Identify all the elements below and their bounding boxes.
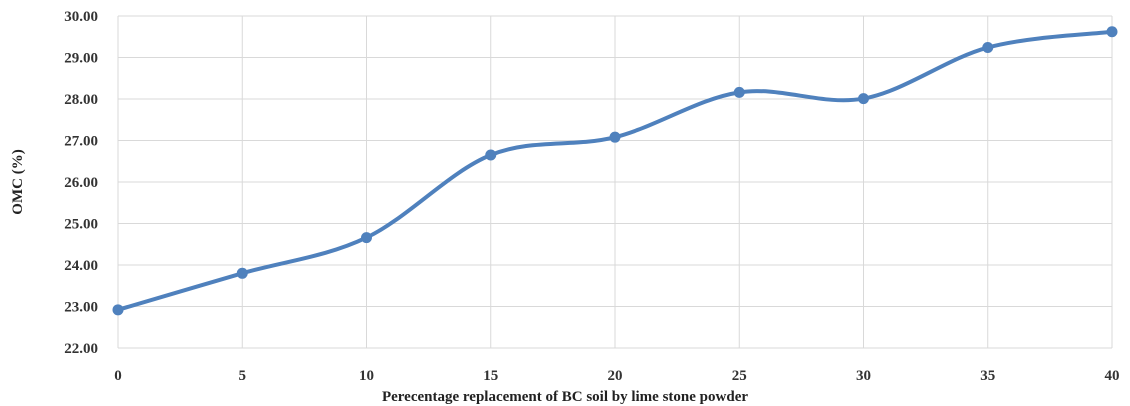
y-tick-label: 29.00 bbox=[64, 51, 98, 67]
x-axis-tick-labels: 0 5 10 15 20 25 30 35 40 bbox=[114, 368, 1119, 384]
data-points bbox=[112, 26, 1118, 316]
data-point bbox=[485, 149, 497, 161]
y-tick-label: 25.00 bbox=[64, 217, 98, 233]
data-point bbox=[982, 42, 994, 54]
y-tick-label: 30.00 bbox=[64, 9, 98, 25]
x-tick-label: 30 bbox=[856, 368, 871, 384]
y-tick-label: 23.00 bbox=[64, 300, 98, 316]
y-axis-tick-labels: 22.00 23.00 24.00 25.00 26.00 27.00 28.00 29.00… bbox=[64, 9, 98, 357]
x-tick-label: 40 bbox=[1105, 368, 1120, 384]
x-axis-title: Perecentage replacement of BC soil by li… bbox=[382, 389, 748, 405]
x-tick-label: 25 bbox=[732, 368, 747, 384]
data-point bbox=[112, 304, 124, 316]
grid-lines bbox=[117, 15, 1113, 349]
y-axis-title: OMC (%) bbox=[10, 149, 26, 214]
data-point bbox=[858, 93, 869, 105]
x-tick-label: 5 bbox=[239, 368, 247, 384]
data-point bbox=[733, 86, 745, 98]
data-point bbox=[236, 267, 248, 279]
data-point bbox=[609, 131, 621, 143]
y-tick-label: 27.00 bbox=[64, 134, 98, 150]
y-tick-label: 28.00 bbox=[64, 92, 98, 108]
data-point bbox=[1106, 26, 1118, 38]
x-tick-label: 10 bbox=[359, 368, 374, 384]
x-tick-label: 0 bbox=[114, 368, 122, 384]
x-tick-label: 35 bbox=[980, 368, 995, 384]
x-tick-label: 20 bbox=[608, 368, 623, 384]
y-tick-label: 26.00 bbox=[64, 175, 98, 191]
x-tick-label: 15 bbox=[483, 368, 498, 384]
y-tick-label: 24.00 bbox=[64, 258, 98, 274]
data-point bbox=[361, 232, 372, 244]
y-tick-label: 22.00 bbox=[64, 341, 98, 357]
